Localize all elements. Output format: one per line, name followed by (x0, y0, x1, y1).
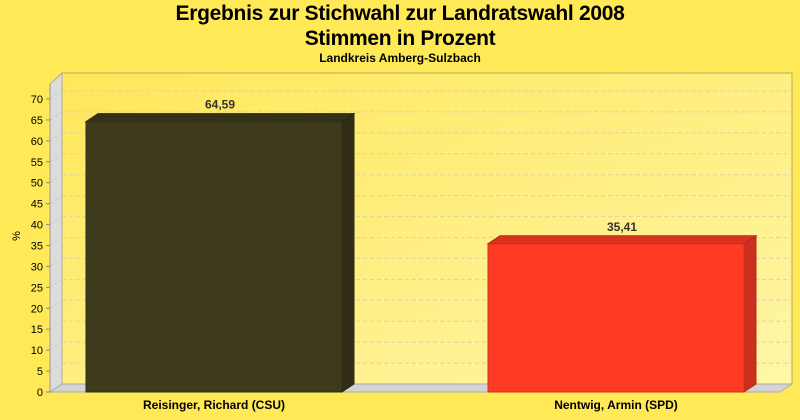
y-tick-label: 70 (31, 94, 43, 106)
y-tick-label: 35 (31, 241, 43, 253)
y-tick-label: 0 (37, 387, 43, 399)
y-axis-label: % (11, 231, 23, 241)
chart-subtitle: Stimmen in Prozent (304, 27, 496, 50)
y-tick-label: 10 (31, 345, 43, 357)
y-tick-label: 60 (31, 136, 43, 148)
x-category-label: Nentwig, Armin (SPD) (554, 398, 678, 412)
y-axis: 0 5 10 15 20 25 30 35 40 45 50 55 60 65 70 (31, 84, 51, 399)
y-tick-label: 15 (31, 324, 43, 336)
y-tick-label: 25 (31, 282, 43, 294)
bar: 35,41 Nentwig, Armin (SPD) (486, 220, 758, 412)
y-tick-label: 65 (31, 115, 43, 127)
plot-side-wall (49, 71, 63, 393)
y-tick-label: 45 (31, 199, 43, 211)
y-tick-label: 5 (37, 366, 43, 378)
chart-region: Landkreis Amberg-Sulzbach (319, 51, 481, 65)
bar: 64,59 Reisinger, Richard (CSU) (84, 98, 356, 412)
y-tick-label: 30 (31, 261, 43, 273)
y-tick-label: 50 (31, 178, 43, 190)
bar-value-label: 64,59 (205, 98, 235, 112)
bar-value-label: 35,41 (607, 220, 637, 234)
bars: 64,59 Reisinger, Richard (CSU) 35,41 Nentwi… (84, 98, 758, 412)
chart-title: Ergebnis zur Stichwahl zur Landratswahl … (175, 2, 625, 25)
x-category-label: Reisinger, Richard (CSU) (143, 398, 285, 412)
y-tick-label: 55 (31, 157, 43, 169)
y-tick-label: 40 (31, 220, 43, 232)
y-tick-label: 20 (31, 303, 43, 315)
